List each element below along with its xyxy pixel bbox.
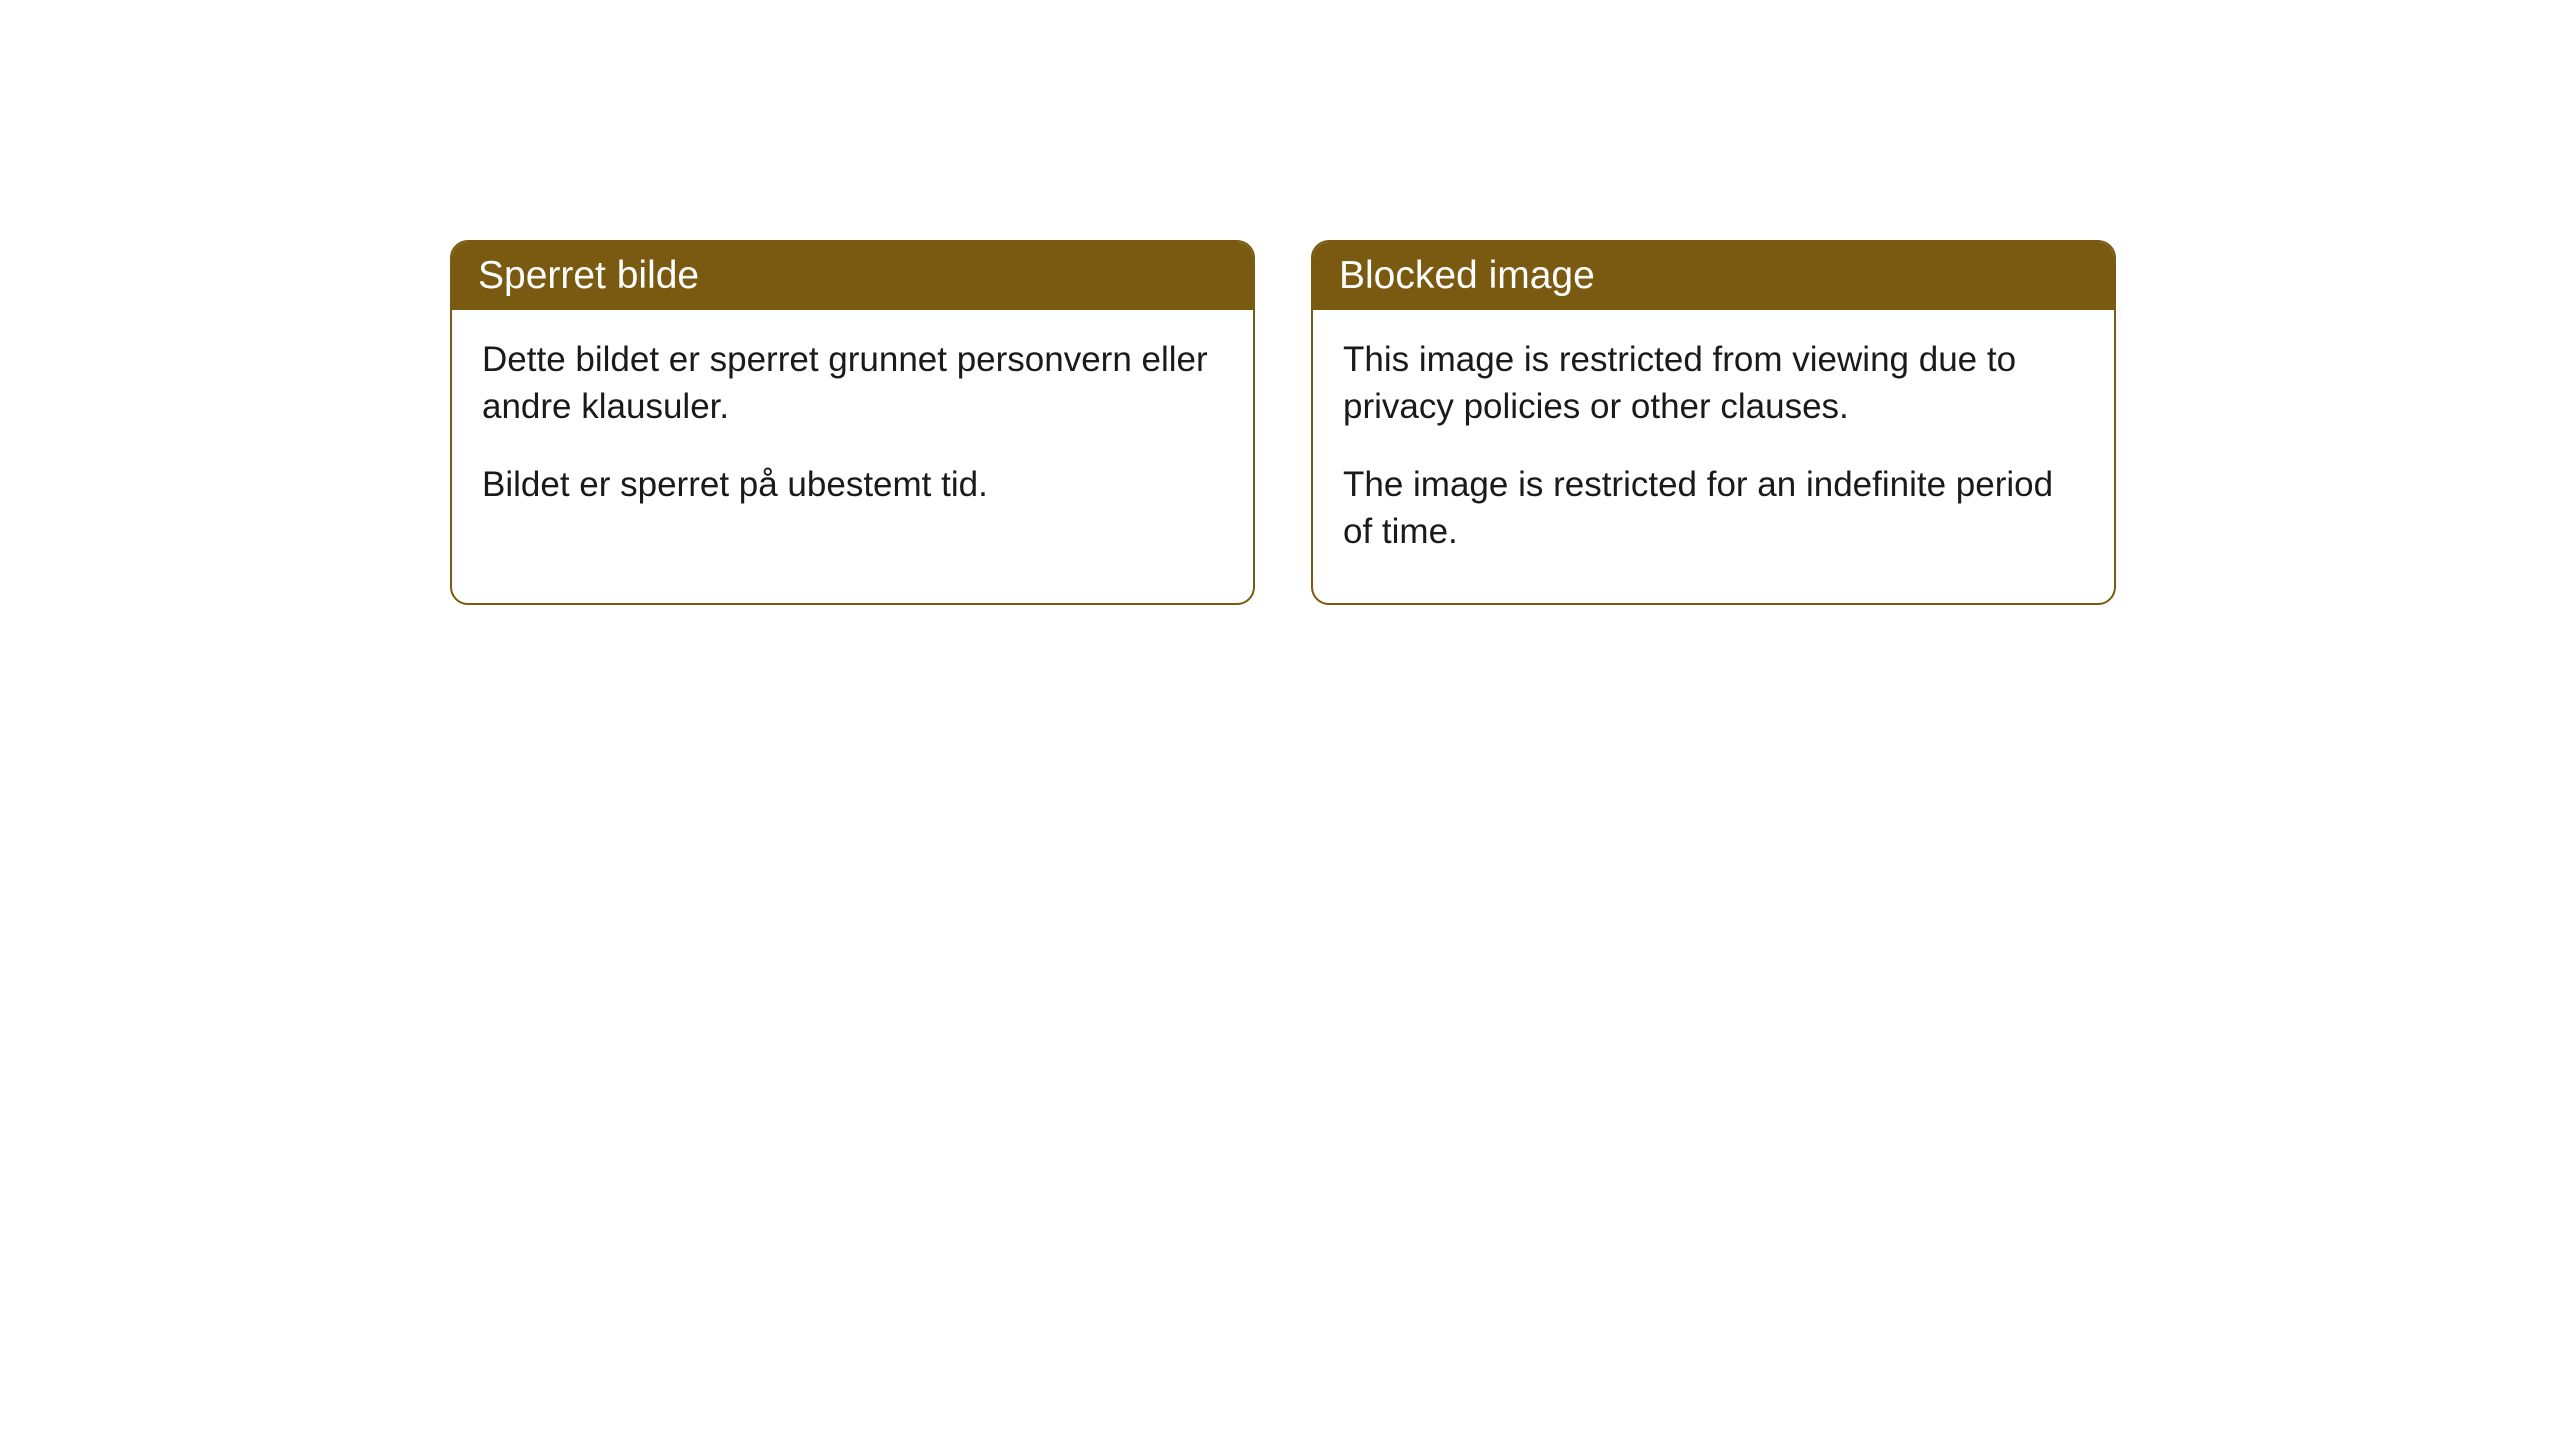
card-header: Sperret bilde [452,242,1253,310]
notice-card-english: Blocked image This image is restricted f… [1311,240,2116,605]
card-paragraph: Bildet er sperret på ubestemt tid. [482,461,1223,508]
notice-cards-container: Sperret bilde Dette bildet er sperret gr… [450,240,2116,605]
card-paragraph: This image is restricted from viewing du… [1343,336,2084,431]
card-header: Blocked image [1313,242,2114,310]
card-paragraph: The image is restricted for an indefinit… [1343,461,2084,556]
card-body: This image is restricted from viewing du… [1313,310,2114,603]
card-body: Dette bildet er sperret grunnet personve… [452,310,1253,556]
notice-card-norwegian: Sperret bilde Dette bildet er sperret gr… [450,240,1255,605]
card-paragraph: Dette bildet er sperret grunnet personve… [482,336,1223,431]
